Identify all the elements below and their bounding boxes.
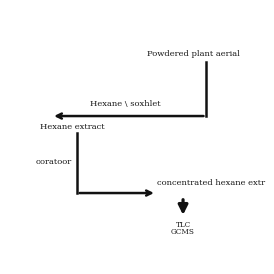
- Text: GCMS: GCMS: [171, 228, 195, 236]
- Text: ooratoor: ooratoor: [36, 158, 72, 166]
- Text: Powdered plant aerial: Powdered plant aerial: [147, 50, 239, 58]
- Text: Hexane extract: Hexane extract: [41, 123, 105, 131]
- Text: Hexane \ soxhlet: Hexane \ soxhlet: [90, 100, 161, 108]
- Text: concentrated hexane extr: concentrated hexane extr: [157, 179, 265, 187]
- Text: TLC: TLC: [175, 221, 191, 229]
